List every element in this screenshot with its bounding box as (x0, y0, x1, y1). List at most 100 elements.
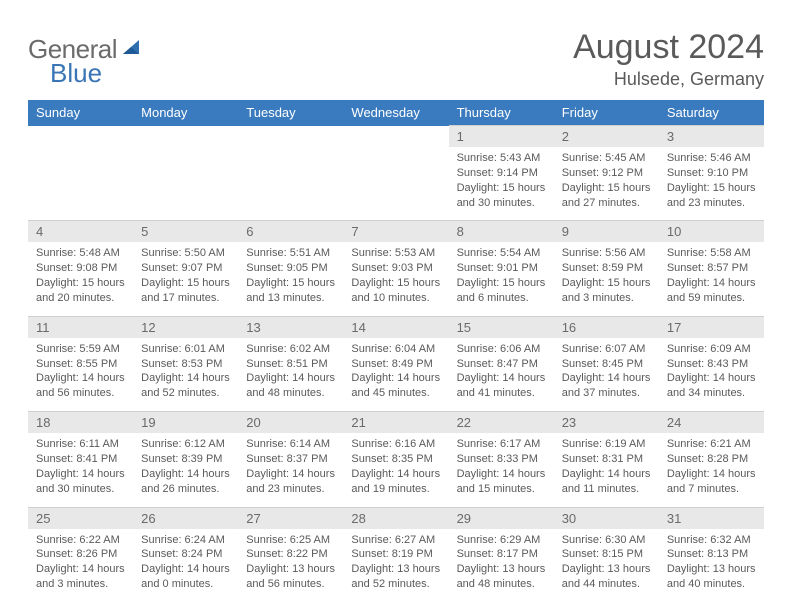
daylight-text: Daylight: 14 hours and 30 minutes. (36, 467, 125, 497)
daylight-text: Daylight: 14 hours and 23 minutes. (246, 467, 335, 497)
weekday-header: Tuesday (238, 100, 343, 126)
day-number-cell: 18 (28, 412, 133, 434)
weekday-header: Friday (554, 100, 659, 126)
sunset-text: Sunset: 8:13 PM (667, 547, 756, 562)
sunset-text: Sunset: 8:49 PM (351, 357, 440, 372)
day-number-cell (343, 126, 448, 148)
page-header: General August 2024 Hulsede, Germany (28, 28, 764, 90)
daylight-text: Daylight: 14 hours and 0 minutes. (141, 562, 230, 592)
day-content-cell: Sunrise: 6:12 AMSunset: 8:39 PMDaylight:… (133, 433, 238, 507)
day-content-cell: Sunrise: 6:32 AMSunset: 8:13 PMDaylight:… (659, 529, 764, 602)
sunset-text: Sunset: 8:37 PM (246, 452, 335, 467)
day-content-cell: Sunrise: 6:17 AMSunset: 8:33 PMDaylight:… (449, 433, 554, 507)
sunrise-text: Sunrise: 6:01 AM (141, 342, 230, 357)
day-number-cell: 22 (449, 412, 554, 434)
day-number-cell: 17 (659, 316, 764, 338)
day-content-cell (133, 147, 238, 221)
day-number-cell: 16 (554, 316, 659, 338)
daylight-text: Daylight: 14 hours and 7 minutes. (667, 467, 756, 497)
sunrise-text: Sunrise: 6:14 AM (246, 437, 335, 452)
daylight-text: Daylight: 15 hours and 20 minutes. (36, 276, 125, 306)
day-number-cell: 2 (554, 126, 659, 148)
day-content-cell: Sunrise: 6:06 AMSunset: 8:47 PMDaylight:… (449, 338, 554, 412)
day-number-cell: 21 (343, 412, 448, 434)
sunset-text: Sunset: 8:57 PM (667, 261, 756, 276)
sunrise-text: Sunrise: 6:25 AM (246, 533, 335, 548)
sunset-text: Sunset: 8:51 PM (246, 357, 335, 372)
sunset-text: Sunset: 8:17 PM (457, 547, 546, 562)
day-content-cell: Sunrise: 6:02 AMSunset: 8:51 PMDaylight:… (238, 338, 343, 412)
sunrise-text: Sunrise: 6:17 AM (457, 437, 546, 452)
day-content-cell: Sunrise: 6:27 AMSunset: 8:19 PMDaylight:… (343, 529, 448, 602)
day-number-cell: 7 (343, 221, 448, 243)
weekday-header: Wednesday (343, 100, 448, 126)
day-number-cell: 13 (238, 316, 343, 338)
daylight-text: Daylight: 14 hours and 34 minutes. (667, 371, 756, 401)
sunrise-text: Sunrise: 6:21 AM (667, 437, 756, 452)
sunrise-text: Sunrise: 5:53 AM (351, 246, 440, 261)
day-content-cell: Sunrise: 5:56 AMSunset: 8:59 PMDaylight:… (554, 242, 659, 316)
day-content-cell: Sunrise: 6:30 AMSunset: 8:15 PMDaylight:… (554, 529, 659, 602)
sunrise-text: Sunrise: 5:54 AM (457, 246, 546, 261)
sunset-text: Sunset: 8:33 PM (457, 452, 546, 467)
weekday-header: Monday (133, 100, 238, 126)
logo-text-blue: Blue (50, 58, 102, 89)
day-number-cell: 24 (659, 412, 764, 434)
day-content-cell: Sunrise: 6:22 AMSunset: 8:26 PMDaylight:… (28, 529, 133, 602)
day-content-cell: Sunrise: 5:59 AMSunset: 8:55 PMDaylight:… (28, 338, 133, 412)
day-number-cell: 23 (554, 412, 659, 434)
sunrise-text: Sunrise: 5:48 AM (36, 246, 125, 261)
weekday-header: Sunday (28, 100, 133, 126)
day-content-cell: Sunrise: 6:24 AMSunset: 8:24 PMDaylight:… (133, 529, 238, 602)
day-content-cell: Sunrise: 6:09 AMSunset: 8:43 PMDaylight:… (659, 338, 764, 412)
sunrise-text: Sunrise: 6:16 AM (351, 437, 440, 452)
day-number-cell (28, 126, 133, 148)
title-block: August 2024 Hulsede, Germany (573, 28, 764, 90)
sunrise-text: Sunrise: 6:12 AM (141, 437, 230, 452)
day-number-cell: 15 (449, 316, 554, 338)
day-content-cell: Sunrise: 6:16 AMSunset: 8:35 PMDaylight:… (343, 433, 448, 507)
daylight-text: Daylight: 15 hours and 17 minutes. (141, 276, 230, 306)
sunset-text: Sunset: 8:22 PM (246, 547, 335, 562)
day-content-cell: Sunrise: 5:58 AMSunset: 8:57 PMDaylight:… (659, 242, 764, 316)
sunrise-text: Sunrise: 5:58 AM (667, 246, 756, 261)
daylight-text: Daylight: 14 hours and 11 minutes. (562, 467, 651, 497)
weekday-header: Saturday (659, 100, 764, 126)
day-content-cell: Sunrise: 5:53 AMSunset: 9:03 PMDaylight:… (343, 242, 448, 316)
day-number-cell: 19 (133, 412, 238, 434)
sunset-text: Sunset: 9:08 PM (36, 261, 125, 276)
day-content-cell: Sunrise: 6:21 AMSunset: 8:28 PMDaylight:… (659, 433, 764, 507)
sunrise-text: Sunrise: 6:09 AM (667, 342, 756, 357)
calendar-weekday-header: SundayMondayTuesdayWednesdayThursdayFrid… (28, 100, 764, 126)
sunrise-text: Sunrise: 6:11 AM (36, 437, 125, 452)
sunset-text: Sunset: 9:07 PM (141, 261, 230, 276)
sunrise-text: Sunrise: 5:45 AM (562, 151, 651, 166)
daylight-text: Daylight: 14 hours and 59 minutes. (667, 276, 756, 306)
sunset-text: Sunset: 9:05 PM (246, 261, 335, 276)
sunset-text: Sunset: 9:10 PM (667, 166, 756, 181)
day-number-cell: 8 (449, 221, 554, 243)
day-number-cell: 11 (28, 316, 133, 338)
daylight-text: Daylight: 14 hours and 56 minutes. (36, 371, 125, 401)
day-number-cell (238, 126, 343, 148)
sunrise-text: Sunrise: 6:27 AM (351, 533, 440, 548)
daylight-text: Daylight: 14 hours and 48 minutes. (246, 371, 335, 401)
day-content-cell: Sunrise: 5:46 AMSunset: 9:10 PMDaylight:… (659, 147, 764, 221)
day-number-cell: 30 (554, 507, 659, 529)
day-number-cell: 29 (449, 507, 554, 529)
sunset-text: Sunset: 8:59 PM (562, 261, 651, 276)
sunset-text: Sunset: 8:28 PM (667, 452, 756, 467)
day-number-cell: 26 (133, 507, 238, 529)
sunset-text: Sunset: 8:31 PM (562, 452, 651, 467)
sunset-text: Sunset: 8:19 PM (351, 547, 440, 562)
day-number-cell (133, 126, 238, 148)
day-number-cell: 10 (659, 221, 764, 243)
daylight-text: Daylight: 14 hours and 37 minutes. (562, 371, 651, 401)
day-number-cell: 9 (554, 221, 659, 243)
weekday-header: Thursday (449, 100, 554, 126)
day-content-cell: Sunrise: 6:14 AMSunset: 8:37 PMDaylight:… (238, 433, 343, 507)
daylight-text: Daylight: 15 hours and 30 minutes. (457, 181, 546, 211)
day-content-cell: Sunrise: 5:43 AMSunset: 9:14 PMDaylight:… (449, 147, 554, 221)
sunrise-text: Sunrise: 6:29 AM (457, 533, 546, 548)
daylight-text: Daylight: 13 hours and 44 minutes. (562, 562, 651, 592)
